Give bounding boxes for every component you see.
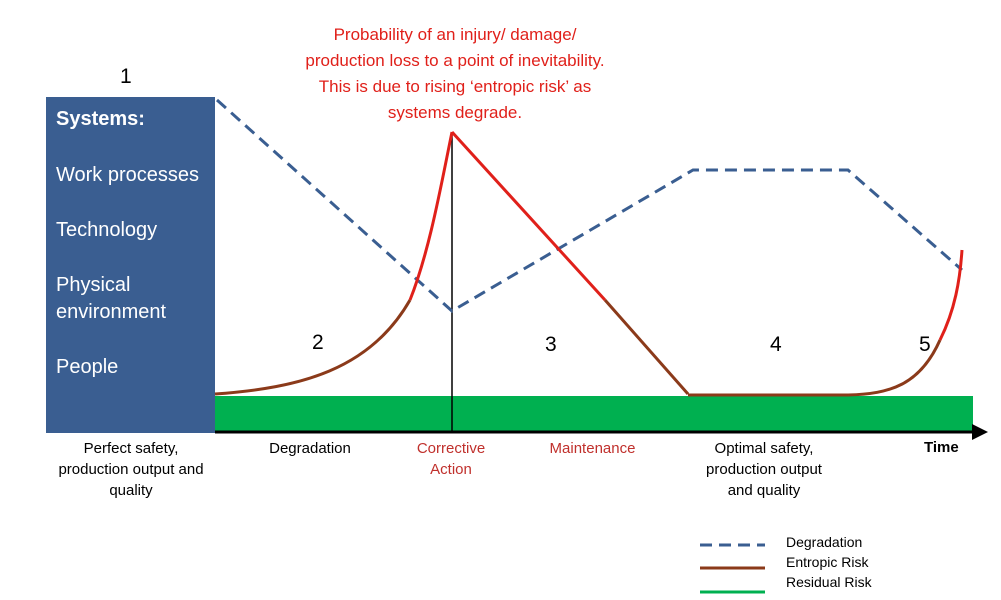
system-item-work-processes: Work processes bbox=[56, 164, 200, 186]
systems-title: Systems: bbox=[56, 108, 145, 130]
entropic-risk-rise-lower bbox=[214, 299, 412, 396]
label-maintenance: Maintenance bbox=[549, 440, 636, 457]
label-optimal-safety: Optimal safety, production output and qu… bbox=[706, 440, 822, 499]
stage-number-5: 5 bbox=[919, 333, 931, 356]
degradation-line bbox=[215, 98, 963, 313]
label-time: Time bbox=[924, 439, 959, 456]
time-axis-arrow bbox=[972, 424, 988, 440]
stage-number-4: 4 bbox=[770, 333, 782, 356]
label-perfect-safety: Perfect safety, production output and qu… bbox=[58, 440, 204, 499]
entropic-risk-rise-upper bbox=[408, 131, 454, 301]
label-degradation: Degradation bbox=[269, 440, 351, 457]
legend-degradation-label: Degradation bbox=[786, 534, 863, 550]
entropic-risk-fall-upper bbox=[450, 130, 607, 302]
legend-entropic-label: Entropic Risk bbox=[786, 554, 869, 570]
entropic-risk-end-upper bbox=[938, 249, 964, 341]
system-item-people: People bbox=[56, 356, 119, 378]
legend-residual-label: Residual Risk bbox=[786, 574, 872, 590]
stage-number-2: 2 bbox=[312, 331, 324, 354]
stage-number-3: 3 bbox=[545, 333, 557, 356]
residual-risk-band bbox=[215, 396, 973, 432]
system-item-technology: Technology bbox=[56, 219, 158, 241]
system-item-physical-environment: Physical environment bbox=[56, 274, 167, 323]
entropic-risk-end-lower bbox=[847, 339, 942, 397]
stage-number-1: 1 bbox=[120, 65, 132, 88]
label-corrective-action: Corrective Action bbox=[416, 440, 486, 478]
entropic-risk-fall-lower bbox=[603, 299, 690, 395]
inevitability-annotation: Probability of an injury/ damage/ produc… bbox=[305, 25, 605, 122]
systems-panel bbox=[46, 97, 215, 433]
